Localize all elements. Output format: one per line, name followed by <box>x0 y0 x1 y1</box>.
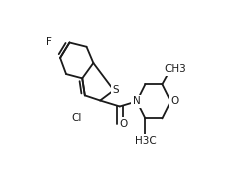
Text: F: F <box>45 37 52 47</box>
Text: S: S <box>113 85 119 95</box>
Text: O: O <box>119 119 128 128</box>
Text: O: O <box>171 96 179 106</box>
Text: H3C: H3C <box>135 136 156 146</box>
Text: N: N <box>133 96 141 106</box>
Text: CH3: CH3 <box>164 64 186 74</box>
Text: Cl: Cl <box>71 112 81 123</box>
